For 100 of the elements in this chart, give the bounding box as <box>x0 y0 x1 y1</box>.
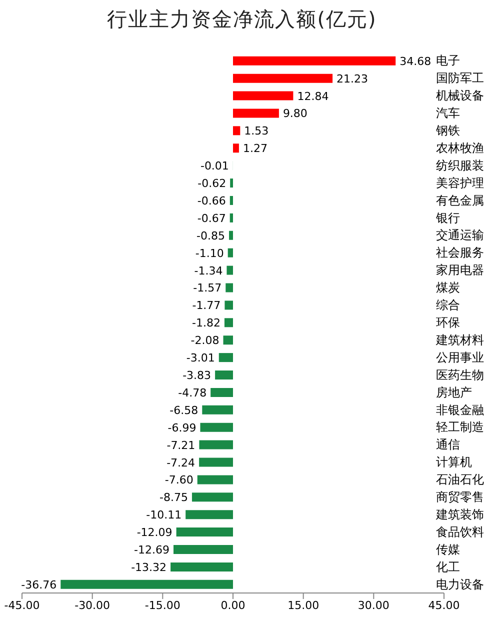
data-label: -36.76 <box>21 578 57 592</box>
bar <box>233 144 239 153</box>
bar <box>186 510 233 520</box>
y-tick-label: 非银金融 <box>436 402 484 417</box>
y-tick-label: 环保 <box>436 316 460 330</box>
data-label: -12.69 <box>134 544 170 557</box>
x-tick-label: -30.00 <box>74 598 110 612</box>
data-label: 21.23 <box>336 72 368 86</box>
data-label: 12.84 <box>297 90 329 103</box>
data-label: -1.34 <box>194 264 223 278</box>
x-tick-label: 45.00 <box>428 598 460 612</box>
y-tick-label: 综合 <box>436 298 460 312</box>
bar <box>197 475 233 484</box>
y-tick-label: 轻工制造 <box>436 420 484 434</box>
data-label: -3.01 <box>186 352 215 365</box>
y-tick-label: 通信 <box>436 438 460 452</box>
y-tick-label: 机械设备 <box>436 88 484 103</box>
y-tick-label: 电力设备 <box>436 577 484 592</box>
data-label: -6.58 <box>170 404 198 417</box>
bar <box>174 545 233 554</box>
data-label: 1.53 <box>244 124 269 138</box>
data-label: 9.80 <box>282 107 308 120</box>
data-label: -8.75 <box>160 491 188 504</box>
data-label: -13.32 <box>131 560 167 574</box>
bar <box>230 213 233 222</box>
y-tick-label: 传媒 <box>436 542 460 556</box>
bar <box>176 528 233 537</box>
bar <box>210 388 233 397</box>
data-label: -0.62 <box>198 177 226 190</box>
data-label: 1.27 <box>242 142 268 156</box>
y-tick-label: 计算机 <box>436 455 472 470</box>
chart-title: 行业主力资金净流入额(亿元) <box>106 6 378 33</box>
y-tick-label: 建筑装饰 <box>435 507 484 522</box>
data-label: -10.11 <box>146 508 182 522</box>
bar <box>60 580 233 589</box>
bar <box>224 300 233 310</box>
bar <box>199 440 233 450</box>
y-tick-label: 国防军工 <box>436 71 484 86</box>
bar <box>233 126 240 136</box>
data-label: -1.57 <box>193 282 222 295</box>
y-tick-label: 钢铁 <box>435 124 460 138</box>
data-label: -3.83 <box>182 368 212 382</box>
y-tick-label: 银行 <box>435 210 460 225</box>
data-label: -12.09 <box>136 526 172 540</box>
y-tick-label: 美容护理 <box>436 176 484 190</box>
data-label: 34.68 <box>400 54 432 68</box>
data-label: -2.08 <box>190 334 220 348</box>
bar <box>233 91 294 100</box>
y-tick-label: 商贸零售 <box>436 490 484 504</box>
data-label: -0.01 <box>200 160 229 173</box>
data-label: -1.77 <box>192 299 221 312</box>
bar <box>199 458 233 467</box>
y-tick-label: 电子 <box>436 54 460 68</box>
y-tick-label: 纺织服装 <box>436 158 484 172</box>
y-tick-label: 食品饮料 <box>436 524 484 539</box>
bar <box>200 422 233 432</box>
y-tick-label: 房地产 <box>436 385 472 400</box>
data-label: -6.99 <box>168 421 196 434</box>
y-tick-label: 汽车 <box>436 106 460 120</box>
x-tick-label: -45.00 <box>4 598 40 612</box>
bar <box>228 248 233 258</box>
data-label: -0.85 <box>196 229 226 242</box>
bar <box>223 336 233 345</box>
x-tick-label: 15.00 <box>288 598 320 612</box>
bar <box>233 56 396 66</box>
data-label: -0.66 <box>197 194 226 208</box>
data-label: -7.24 <box>166 456 196 470</box>
bar <box>202 405 233 414</box>
y-tick-label: 化工 <box>436 560 460 574</box>
bar <box>224 318 233 328</box>
y-tick-label: 石油石化 <box>436 472 484 487</box>
data-label: -0.67 <box>197 212 226 225</box>
y-tick-label: 社会服务 <box>436 246 484 260</box>
y-tick-label: 煤炭 <box>436 280 460 295</box>
data-label: -1.82 <box>192 316 220 330</box>
bar <box>230 178 233 188</box>
data-label: -7.21 <box>166 438 196 452</box>
data-label: -7.60 <box>164 474 194 487</box>
y-tick-label: 家用电器 <box>436 263 484 278</box>
y-tick-label: 交通运输 <box>436 228 484 242</box>
y-tick-label: 有色金属 <box>436 193 484 208</box>
bar <box>192 492 233 502</box>
bar <box>226 283 233 292</box>
x-tick-label: -15.00 <box>144 598 180 612</box>
bar <box>233 74 333 83</box>
y-tick-label: 建筑材料 <box>435 332 484 347</box>
x-tick-label: 0.00 <box>220 598 246 612</box>
data-label: -4.78 <box>178 386 207 400</box>
x-tick-label: 30.00 <box>358 598 390 612</box>
bar <box>229 230 233 240</box>
data-label: -1.10 <box>195 246 224 260</box>
y-tick-label: 农林牧渔 <box>436 140 484 155</box>
bar <box>215 370 233 380</box>
bar <box>226 266 233 275</box>
y-tick-label: 公用事业 <box>436 350 484 364</box>
y-tick-label: 医药生物 <box>436 368 484 382</box>
bar <box>170 562 233 572</box>
bar <box>218 353 233 362</box>
bar <box>230 196 233 205</box>
bar <box>233 108 279 118</box>
